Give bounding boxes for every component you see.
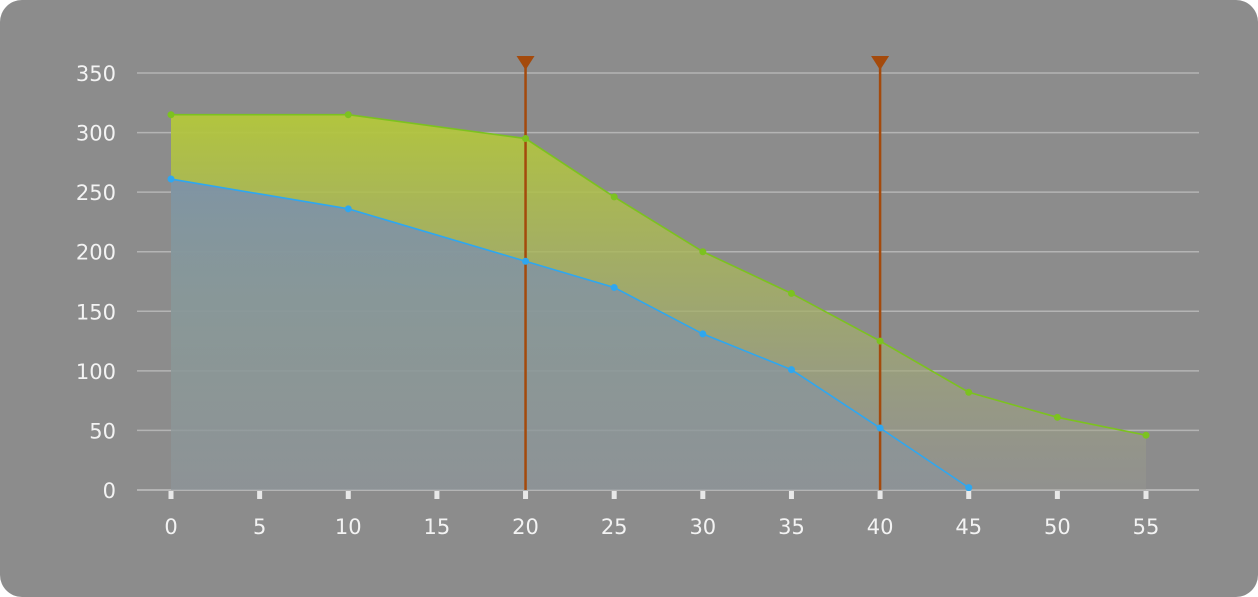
vertical-markers [516, 56, 890, 490]
x-tick-mark [168, 491, 174, 499]
series-1-point [522, 257, 530, 265]
x-tick-label: 45 [955, 515, 982, 539]
series-1-point [787, 366, 795, 374]
x-tick-mark [1054, 491, 1060, 499]
series-0-point [1142, 431, 1150, 439]
x-tick-mark [611, 491, 617, 499]
x-tick-label: 30 [689, 515, 716, 539]
series-1-point [344, 205, 352, 213]
series-0-point [167, 111, 175, 119]
series-0-point [610, 193, 618, 201]
x-tick-label: 35 [778, 515, 805, 539]
series-1-point [965, 484, 973, 492]
y-tick-label: 250 [76, 181, 116, 205]
x-tick-label: 5 [253, 515, 266, 539]
x-tick-mark [966, 491, 972, 499]
y-tick-label: 300 [76, 122, 116, 146]
series-areas [171, 114, 1146, 490]
series-points [167, 111, 1150, 492]
series-0-point [1053, 413, 1061, 421]
x-axis: 0 5 10 15 20 25 30 35 40 45 50 55 [164, 491, 1159, 539]
marker-triangle-icon [516, 56, 535, 70]
series-0-point [344, 111, 352, 119]
x-tick-mark [345, 491, 351, 499]
series-0-line [171, 113, 1147, 436]
y-tick-label: 350 [76, 62, 116, 86]
y-axis: 0 50 100 150 200 250 300 350 [76, 62, 116, 503]
series-1-point [610, 283, 618, 291]
x-tick-label: 25 [601, 515, 628, 539]
x-tick-label: 50 [1044, 515, 1071, 539]
y-tick-label: 0 [103, 479, 116, 503]
series-0-point [876, 337, 884, 345]
x-tick-mark [257, 491, 263, 499]
x-tick-label: 55 [1133, 515, 1160, 539]
x-tick-mark [434, 491, 440, 499]
series-1-point [167, 175, 175, 183]
series-lines [170, 113, 1147, 489]
y-tick-label: 150 [76, 300, 116, 324]
x-tick-label: 15 [424, 515, 451, 539]
x-tick-mark [523, 491, 529, 499]
x-tick-mark [788, 491, 794, 499]
series-0-point [787, 289, 795, 297]
x-tick-label: 0 [164, 515, 177, 539]
series-1-point [876, 424, 884, 432]
y-tick-label: 50 [89, 419, 116, 443]
x-tick-label: 40 [867, 515, 894, 539]
series-1-area [171, 179, 969, 490]
series-1-point [699, 330, 707, 338]
x-tick-label: 20 [512, 515, 539, 539]
series-1-line [170, 178, 970, 489]
y-tick-label: 100 [76, 360, 116, 384]
marker-triangle-icon [871, 56, 890, 70]
series-0-point [522, 135, 530, 143]
x-tick-mark [877, 491, 883, 499]
y-tick-label: 200 [76, 241, 116, 265]
x-tick-label: 10 [335, 515, 362, 539]
x-tick-mark [1143, 491, 1149, 499]
series-0-point [699, 248, 707, 256]
x-tick-mark [700, 491, 706, 499]
series-0-point [965, 388, 973, 396]
